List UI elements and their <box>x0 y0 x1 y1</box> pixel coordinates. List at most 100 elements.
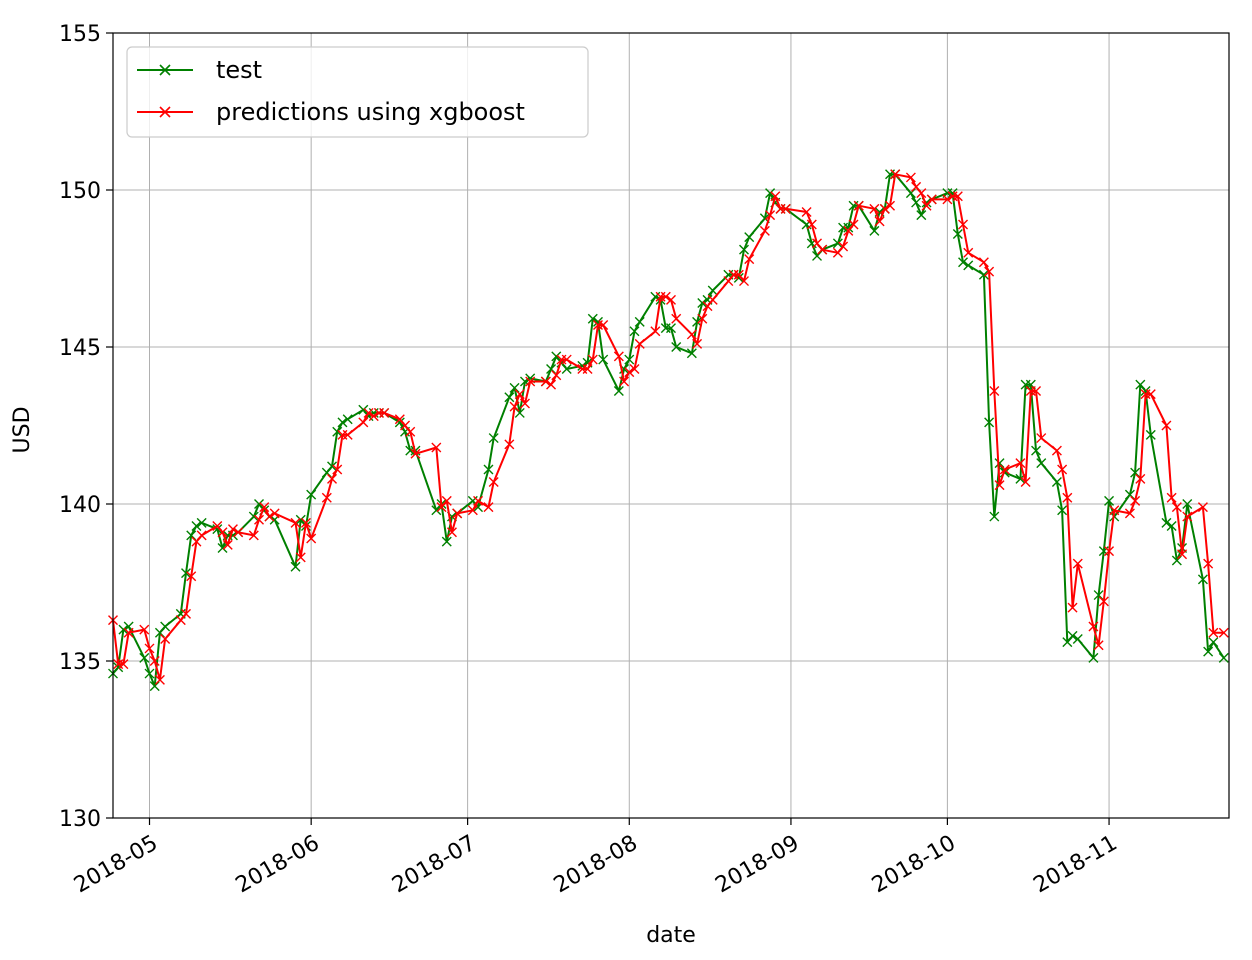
series-test <box>108 169 1229 692</box>
data-point-marker <box>149 656 160 666</box>
data-point-marker <box>295 552 306 563</box>
data-point-marker <box>697 298 708 309</box>
data-point-marker <box>1182 499 1193 509</box>
data-point-marker <box>483 502 494 513</box>
y-tick-label: 140 <box>59 493 101 518</box>
data-point-marker <box>175 615 186 626</box>
data-point-marker <box>139 652 150 663</box>
data-point-marker <box>733 269 744 280</box>
data-point-marker <box>217 527 228 538</box>
data-point-marker <box>1145 429 1156 440</box>
data-point-marker <box>739 244 750 255</box>
y-tick-label: 130 <box>59 807 101 832</box>
data-point-marker <box>540 376 551 387</box>
data-point-marker <box>467 505 478 516</box>
data-point-marker <box>431 505 442 516</box>
data-point-marker <box>186 571 197 582</box>
data-point-marker <box>707 285 718 296</box>
data-point-marker <box>181 568 192 579</box>
data-point-marker <box>321 492 332 503</box>
data-point-marker <box>546 363 557 374</box>
data-point-marker <box>504 392 515 403</box>
data-point-marker <box>744 232 755 243</box>
data-point-marker <box>702 301 713 312</box>
data-point-marker <box>999 464 1010 475</box>
data-point-marker <box>838 241 849 252</box>
data-point-marker <box>259 502 270 513</box>
data-point-marker <box>853 200 864 211</box>
data-point-marker <box>269 508 280 519</box>
series-predictions <box>108 169 1229 685</box>
data-point-marker <box>952 228 963 239</box>
data-point-marker <box>1109 505 1120 516</box>
data-point-marker <box>1197 502 1208 513</box>
data-point-marker <box>812 238 823 249</box>
legend-label-predictions: predictions using xgboost <box>216 98 525 126</box>
data-point-marker <box>160 621 171 632</box>
data-point-marker <box>217 542 228 553</box>
data-point-marker <box>181 608 192 619</box>
legend-box <box>126 46 589 138</box>
data-point-marker <box>1197 574 1208 585</box>
data-point-marker <box>1088 652 1099 663</box>
data-point-marker <box>759 225 770 236</box>
data-point-marker <box>327 461 338 472</box>
data-point-marker <box>306 533 317 544</box>
data-point-marker <box>692 338 703 349</box>
data-point-marker <box>958 257 969 268</box>
data-point-marker <box>1015 458 1026 469</box>
data-point-marker <box>1067 602 1078 613</box>
data-point-marker <box>400 420 411 431</box>
data-point-marker <box>1218 627 1229 638</box>
data-point-marker <box>196 530 207 541</box>
data-point-marker <box>144 643 155 654</box>
data-point-marker <box>1036 458 1047 469</box>
legend-label-test: test <box>216 56 262 84</box>
data-point-marker <box>629 363 640 374</box>
data-point-marker <box>1124 489 1135 500</box>
data-point-marker <box>619 376 630 387</box>
data-point-marker <box>869 203 880 214</box>
data-point-marker <box>921 200 932 211</box>
data-point-marker <box>488 433 499 444</box>
data-point-marker <box>212 524 223 535</box>
data-point-marker <box>519 398 530 409</box>
data-point-marker <box>624 354 635 365</box>
data-point-marker <box>1062 492 1073 503</box>
data-point-marker <box>248 511 259 522</box>
series-layer <box>108 169 1229 692</box>
data-point-marker <box>911 181 922 192</box>
data-point-marker <box>379 407 390 418</box>
data-point-marker <box>869 225 880 236</box>
data-point-marker <box>118 624 129 635</box>
data-point-marker <box>160 634 171 645</box>
data-point-marker <box>770 191 781 202</box>
data-point-marker <box>686 329 697 340</box>
data-point-marker <box>874 216 885 227</box>
data-point-marker <box>431 442 442 453</box>
data-point-marker <box>154 627 165 638</box>
data-point-marker <box>598 354 609 365</box>
data-point-marker <box>587 354 598 365</box>
data-point-marker <box>342 429 353 440</box>
data-point-marker <box>598 320 609 331</box>
data-point-marker <box>551 351 562 362</box>
data-point-marker <box>1031 445 1042 456</box>
legend-entry-predictions: predictions using xgboost <box>137 98 525 126</box>
data-point-marker <box>613 385 624 396</box>
data-point-marker <box>739 276 750 287</box>
data-point-marker <box>483 464 494 475</box>
data-point-marker <box>191 520 202 531</box>
data-point-marker <box>916 188 927 199</box>
legend-entry-test: test <box>137 56 262 84</box>
data-point-marker <box>1218 652 1229 663</box>
data-point-marker <box>707 294 718 305</box>
data-point-marker <box>1088 621 1099 632</box>
data-point-marker <box>509 382 520 393</box>
data-point-marker <box>812 250 823 261</box>
data-point-marker <box>1135 473 1146 484</box>
data-point-marker <box>984 266 995 277</box>
data-point-marker <box>989 385 1000 396</box>
data-point-marker <box>1124 508 1135 519</box>
